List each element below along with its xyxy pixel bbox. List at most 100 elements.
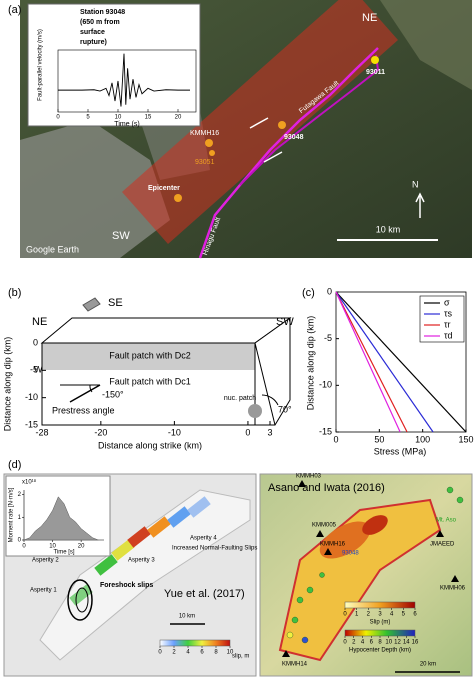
x-tick-label: 15 (145, 115, 152, 121)
dip-angle-label: 70° (278, 404, 292, 414)
x-tick-label: 0 (22, 544, 26, 550)
x-tick-label: 20 (78, 544, 85, 550)
direction-label: W (34, 364, 43, 374)
slip-patch (187, 496, 211, 518)
plot-frame (57, 49, 197, 113)
direction-label: SE (108, 297, 123, 309)
axis-label: Distance along dip (km) (305, 316, 315, 411)
colorbar-tick-label: 0 (343, 640, 347, 646)
scale-label: 20 km (420, 662, 436, 668)
x-tick-label: 20 (175, 115, 182, 121)
direction-label: SW (276, 316, 294, 328)
hypocenter (286, 631, 294, 639)
fault-trace (239, 54, 380, 186)
colorbar-label: slip, m (232, 654, 249, 660)
city-area (20, 120, 170, 258)
slip-patches (69, 496, 211, 606)
y-tick-label: 0 (327, 286, 332, 296)
x-tick-label: 5 (86, 115, 90, 121)
station-label: 93011 (366, 69, 385, 76)
slip-plane (278, 498, 442, 662)
x-tick-label: 10 (49, 544, 56, 550)
legend-label: τr (444, 319, 451, 329)
inset-title: (650 m from (80, 19, 120, 26)
colorbar-tick-label: 4 (361, 640, 365, 646)
hypocenter (456, 496, 464, 504)
map-label: NE (362, 12, 377, 24)
prestress-arrow (69, 384, 101, 403)
axis-label: Distance along strike (km) (98, 440, 202, 450)
scale-label: 10 km (179, 614, 195, 620)
hypocenter (306, 586, 314, 594)
inset-title: rupture) (80, 39, 107, 46)
colorbar-tick-label: 6 (370, 640, 374, 646)
panel-d: (d) Asperity 1 Asperity 2 Asperity 3 Asp… (3, 459, 473, 677)
dip-edge (254, 342, 276, 426)
colorbar-tick-label: 4 (390, 612, 394, 618)
colorbar-tick-label: 10 (227, 650, 234, 656)
north-arrow (415, 192, 425, 203)
colorbar-tick-label: 12 (394, 640, 401, 646)
slip-arrow (249, 117, 269, 129)
colorbar-tick-label: 2 (172, 650, 176, 656)
axis-label: Time (s) (114, 121, 139, 128)
x-tick-label: 3 (267, 427, 272, 437)
asperity-label: Asperity 3 (128, 558, 155, 564)
colorbar-tick-label: 4 (186, 650, 190, 656)
asperity-label: Asperity 4 (190, 536, 217, 542)
station-label: KMMH16 (320, 542, 346, 548)
colorbar-label: Slip (m) (370, 620, 391, 626)
hypocenter (319, 572, 325, 578)
colorbar-tick-label: 2 (367, 612, 371, 618)
map-label: Mt. Aso (436, 518, 457, 524)
colorbar-tick-label: 10 (385, 640, 392, 646)
station-label: KMMH16 (190, 130, 219, 137)
colorbar-tick-label: 0 (158, 650, 162, 656)
slip-patch (147, 516, 171, 538)
station-marker (209, 150, 215, 156)
orientation-icon (82, 297, 101, 312)
epicenter-marker (174, 194, 182, 202)
station-label: KMMH06 (440, 586, 466, 592)
panel-label: (d) (8, 459, 21, 471)
inset-box (27, 3, 201, 127)
legend-label: τd (444, 330, 453, 340)
slip-patch (69, 584, 93, 606)
station-label: KMMH14 (282, 662, 308, 668)
colorbar-tick-label: 8 (378, 640, 382, 646)
x-tick-label: 100 (415, 434, 430, 444)
angle-label: -150° (102, 389, 124, 399)
colorbar (344, 629, 416, 637)
station-label: JMAEED (430, 542, 455, 548)
x-tick-label: 0 (56, 115, 60, 121)
mountain-area (380, 0, 472, 90)
station-label: KMMH03 (296, 474, 322, 480)
y-tick-label: -15 (319, 426, 332, 436)
legend-label: τs (444, 308, 453, 318)
credit: Google Earth (26, 244, 79, 254)
slip-patch (94, 554, 118, 576)
slip-asperity (319, 521, 371, 559)
series-line (335, 291, 408, 433)
x-tick-label: -28 (35, 427, 48, 437)
y-tick-label: 1 (18, 515, 22, 521)
colorbar-tick-label: 3 (378, 612, 382, 618)
fault-plane (39, 489, 251, 661)
slip-patch (127, 526, 151, 548)
y-tick-label: -10 (25, 392, 38, 402)
station-marker (282, 650, 290, 657)
x-tick-label: 10 (115, 115, 122, 121)
colorbar-tick-label: 1 (355, 612, 359, 618)
station-label: 93048 (284, 134, 304, 141)
fault-trace (198, 47, 379, 259)
y-tick-label: 2 (18, 492, 22, 498)
y-tick-label: 0 (18, 538, 22, 544)
panel-label: (a) (8, 4, 21, 16)
scale-label: 10 km (376, 224, 401, 234)
x-tick-label: 0 (333, 434, 338, 444)
series-line (335, 291, 401, 433)
colorbar (159, 639, 231, 647)
y-tick-label: 0 (33, 337, 38, 347)
colorbar-tick-label: 6 (413, 612, 417, 618)
colorbar (344, 601, 416, 609)
